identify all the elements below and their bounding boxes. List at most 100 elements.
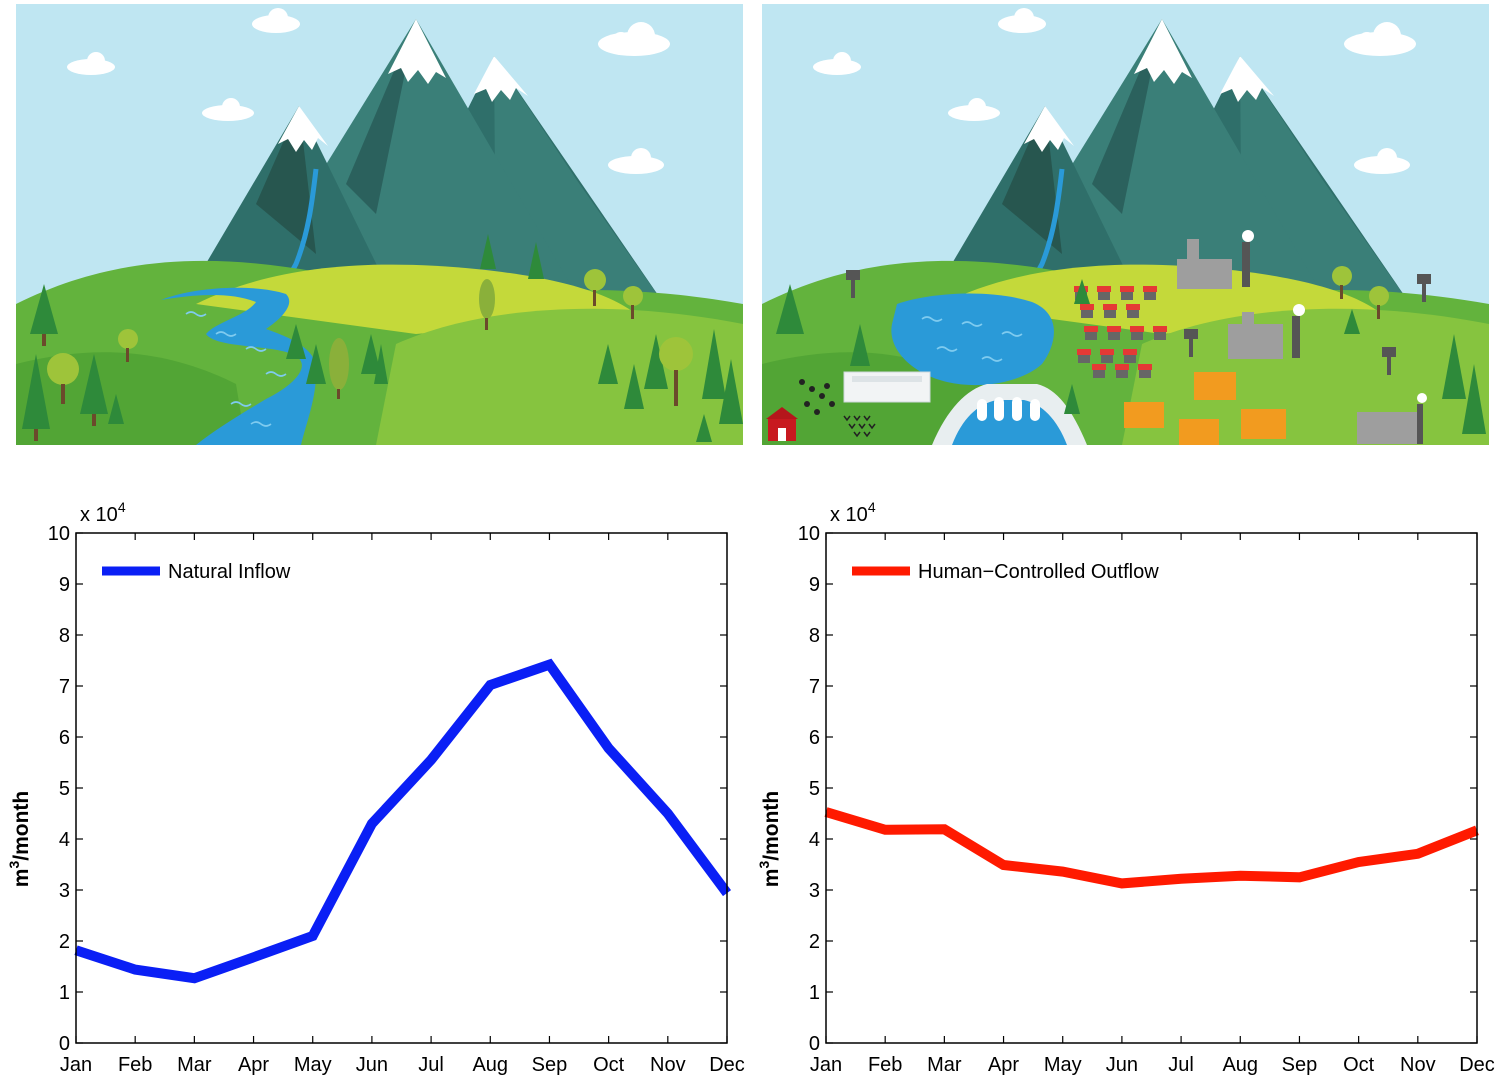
y-tick-label: 9 [59,574,70,596]
y-tick-label: 7 [59,676,70,698]
trees [776,266,1486,434]
x-tick-label: Nov [1400,1054,1436,1076]
pine-tree [30,284,58,346]
cattle [799,379,835,415]
river [161,287,317,445]
trees [22,234,743,442]
y-axis-ticks: 0 1 2 3 4 5 6 7 8 9 10 [798,523,1477,1055]
round-tree [659,337,693,406]
y-tick-label: 10 [48,523,70,545]
developed-landscape-illustration [762,4,1489,445]
y-tick-label: 0 [59,1033,70,1055]
cloud [1344,22,1416,56]
pine-tree [644,334,668,389]
pine-tree [1064,384,1080,414]
factory [1357,393,1427,444]
x-tick-label: Oct [1343,1054,1375,1076]
x-tick-label: Aug [472,1054,508,1076]
apartment-buildings [1124,372,1286,445]
cloud [998,8,1046,33]
round-tree [329,338,349,399]
x-tick-label: Jan [60,1054,92,1076]
cloud [252,8,300,33]
pine-tree [22,354,50,441]
cloud [202,98,254,121]
x-tick-label: Feb [118,1054,152,1076]
y-tick-label: 3 [59,880,70,902]
cloud [598,22,670,56]
cloud [608,148,664,174]
y-tick-label: 5 [809,778,820,800]
y-axis-label: m3/month [756,791,783,887]
round-tree [47,353,79,404]
cloud [813,52,861,75]
y-tick-label: 5 [59,778,70,800]
snow-cap [474,56,528,102]
round-tree [623,286,643,319]
y-axis-label: m3/month [6,791,33,887]
river-ripples [185,311,287,427]
pine-tree [1344,309,1360,334]
reservoir-ripples [921,316,1023,362]
factory [1177,230,1254,289]
pine-tree [776,284,804,334]
cloud [1354,148,1410,174]
houses [1074,286,1167,378]
x-tick-label: Sep [1282,1054,1318,1076]
x-tick-label: Mar [927,1054,962,1076]
pine-tree [374,344,388,384]
x-tick-label: Jan [810,1054,842,1076]
y-axis-ticks: 0 1 2 3 4 5 6 7 8 9 10 [48,523,727,1055]
pine-tree [598,344,618,384]
round-tree [584,269,606,306]
snow-cap [1024,106,1074,152]
y-tick-label: 4 [809,829,820,851]
y-multiplier: x 104 [80,499,126,526]
chart-svg: 0 1 2 3 4 5 6 7 8 9 10 Jan Feb Mar Apr May Jun Jul Aug Sep… [6,499,745,1076]
y-tick-label: 8 [59,625,70,647]
hydropower-plant [843,371,931,403]
water-towers [846,270,1431,375]
snow-cap [1134,19,1192,84]
cloud [948,98,1000,121]
natural-landscape-illustration [16,4,743,445]
x-tick-label: May [1044,1054,1082,1076]
pine-tree [702,329,726,399]
y-multiplier: x 104 [830,499,876,526]
x-tick-label: Mar [177,1054,212,1076]
y-tick-label: 3 [809,880,820,902]
y-tick-label: 2 [809,931,820,953]
reservoir [891,293,1054,386]
round-tree [1332,266,1352,299]
clouds [813,8,1416,174]
round-tree [1369,286,1389,319]
x-tick-label: Dec [1459,1054,1495,1076]
x-tick-label: May [294,1054,332,1076]
x-tick-label: Jul [418,1054,444,1076]
natural-inflow-chart: 0 1 2 3 4 5 6 7 8 9 10 Jan Feb Mar Apr May Jun Jul Aug Sep… [0,495,750,1080]
y-tick-label: 8 [809,625,820,647]
round-tree [118,329,138,362]
x-tick-label: Nov [650,1054,686,1076]
x-axis-ticks: Jan Feb Mar Apr May Jun Jul Aug Sep Oct Nov Dec [810,533,1495,1076]
factory [1228,304,1305,359]
series-line [74,658,732,984]
crops [843,415,876,438]
plot-frame [75,532,728,1044]
y-tick-label: 6 [809,727,820,749]
y-tick-label: 2 [59,931,70,953]
x-tick-label: Feb [868,1054,902,1076]
chart-svg: 0 1 2 3 4 5 6 7 8 9 10 Jan Feb Mar Apr May Jun Jul Aug Sep… [756,499,1495,1076]
pine-tree [719,359,743,424]
round-tree [479,279,495,330]
y-tick-label: 1 [809,982,820,1004]
clouds [67,8,670,174]
y-tick-label: 0 [809,1033,820,1055]
pine-tree [1462,364,1486,434]
y-tick-label: 1 [59,982,70,1004]
x-tick-label: Jun [356,1054,388,1076]
x-tick-label: Sep [532,1054,568,1076]
snow-cap [278,106,328,152]
y-tick-label: 9 [809,574,820,596]
dam [932,384,1087,445]
